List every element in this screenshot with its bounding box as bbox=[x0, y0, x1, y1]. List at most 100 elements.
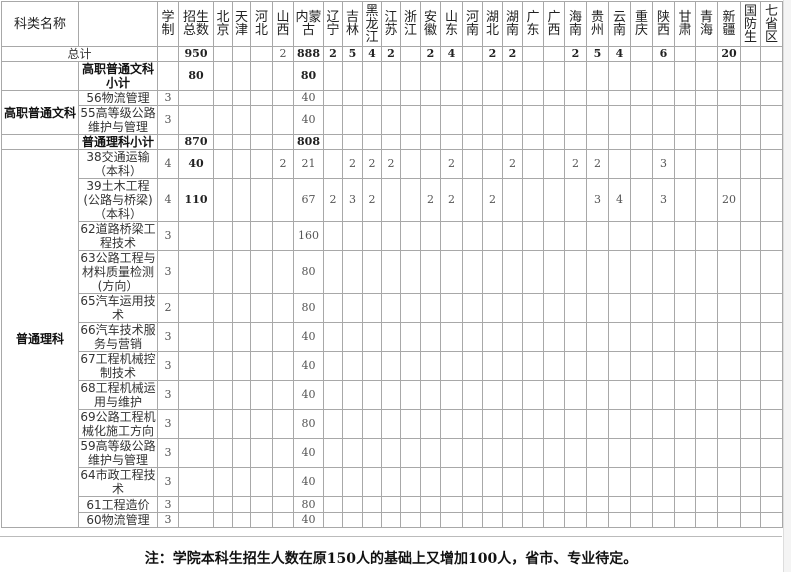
header-province: 山西 bbox=[272, 1, 294, 47]
province-cell bbox=[502, 250, 523, 294]
province-cell bbox=[717, 105, 741, 135]
header-province: 天津 bbox=[232, 1, 251, 47]
table-row: 64市政工程技术 3 40 bbox=[2, 467, 783, 497]
province-cell bbox=[440, 409, 463, 439]
province-cell bbox=[323, 351, 343, 381]
province-cell bbox=[213, 409, 233, 439]
province-cell bbox=[272, 178, 294, 222]
province-cell bbox=[232, 90, 251, 106]
province-cell bbox=[440, 380, 463, 410]
header-province: 河南 bbox=[462, 1, 483, 47]
province-cell bbox=[522, 322, 544, 352]
province-cell bbox=[250, 322, 273, 352]
province-cell bbox=[652, 322, 675, 352]
province-cell bbox=[323, 496, 343, 513]
province-cell: 80 bbox=[293, 293, 324, 323]
province-cell bbox=[232, 250, 251, 294]
province-cell bbox=[674, 134, 696, 150]
table-row: 65汽车运用技术 2 80 bbox=[2, 293, 783, 323]
province-cell bbox=[440, 105, 463, 135]
province-cell bbox=[630, 351, 653, 381]
years-cell: 3 bbox=[157, 250, 179, 294]
province-cell bbox=[564, 438, 587, 468]
scrollbar[interactable] bbox=[783, 0, 791, 572]
province-cell bbox=[502, 467, 523, 497]
province-cell: 3 bbox=[586, 178, 609, 222]
province-cell bbox=[420, 105, 441, 135]
province-cell bbox=[543, 409, 565, 439]
province-cell bbox=[522, 46, 544, 62]
province-cell bbox=[630, 293, 653, 323]
province-cell: 6 bbox=[652, 46, 675, 62]
years-cell: 4 bbox=[157, 149, 179, 179]
subtotal-row: 普通理科小计 870 808 bbox=[1, 134, 783, 150]
province-cell bbox=[232, 322, 251, 352]
province-cell bbox=[652, 134, 675, 150]
province-cell bbox=[502, 134, 523, 150]
subtotal-total: 80 bbox=[178, 61, 214, 91]
table-row: 59高等级公路维护与管理 3 40 bbox=[2, 438, 783, 468]
major-name: 63公路工程与材料质量检测(方向） bbox=[78, 250, 158, 294]
province-cell bbox=[760, 438, 783, 468]
province-cell bbox=[213, 221, 233, 251]
province-cell bbox=[522, 134, 544, 150]
province-cell bbox=[213, 351, 233, 381]
province-cell bbox=[740, 46, 761, 62]
header-major bbox=[78, 1, 158, 47]
province-cell: 40 bbox=[293, 467, 324, 497]
header-province: 吉林 bbox=[342, 1, 363, 47]
province-cell bbox=[674, 149, 696, 179]
province-cell bbox=[760, 409, 783, 439]
province-cell bbox=[630, 496, 653, 513]
category-cell bbox=[1, 134, 79, 150]
province-cell bbox=[543, 61, 565, 91]
province-cell bbox=[440, 250, 463, 294]
province-cell bbox=[740, 293, 761, 323]
province-cell: 40 bbox=[293, 105, 324, 135]
province-cell bbox=[543, 438, 565, 468]
province-cell bbox=[630, 322, 653, 352]
province-cell bbox=[522, 250, 544, 294]
province-cell bbox=[760, 61, 783, 91]
header-province: 海南 bbox=[564, 1, 587, 47]
header-province: 安徽 bbox=[420, 1, 441, 47]
province-cell bbox=[740, 221, 761, 251]
province-cell bbox=[462, 134, 483, 150]
province-cell bbox=[272, 322, 294, 352]
province-cell bbox=[630, 105, 653, 135]
province-cell bbox=[232, 380, 251, 410]
province-cell bbox=[608, 105, 631, 135]
years-cell bbox=[157, 134, 179, 150]
province-cell bbox=[232, 438, 251, 468]
province-cell bbox=[272, 105, 294, 135]
province-cell bbox=[695, 250, 718, 294]
province-cell bbox=[250, 221, 273, 251]
province-cell: 2 bbox=[362, 178, 382, 222]
province-cell: 5 bbox=[342, 46, 363, 62]
province-cell: 40 bbox=[293, 90, 324, 106]
province-cell bbox=[674, 467, 696, 497]
major-name: 69公路工程机械化施工方向 bbox=[78, 409, 158, 439]
total-cell bbox=[178, 380, 214, 410]
category-cell bbox=[1, 61, 79, 91]
province-cell bbox=[674, 90, 696, 106]
province-cell bbox=[462, 293, 483, 323]
province-cell bbox=[482, 409, 503, 439]
province-cell bbox=[213, 46, 233, 62]
province-cell bbox=[740, 149, 761, 179]
province-cell bbox=[695, 322, 718, 352]
total-cell: 40 bbox=[178, 149, 214, 179]
province-cell: 2 bbox=[420, 46, 441, 62]
total-cell bbox=[178, 293, 214, 323]
province-cell bbox=[760, 149, 783, 179]
total-cell: 950 bbox=[178, 46, 214, 62]
province-cell bbox=[323, 221, 343, 251]
province-cell bbox=[482, 90, 503, 106]
province-cell bbox=[250, 134, 273, 150]
table-row: 55高等级公路维护与管理 3 40 bbox=[2, 105, 783, 135]
province-cell bbox=[462, 46, 483, 62]
province-cell bbox=[213, 61, 233, 91]
province-cell bbox=[608, 380, 631, 410]
province-cell bbox=[652, 512, 675, 528]
province-cell bbox=[630, 250, 653, 294]
